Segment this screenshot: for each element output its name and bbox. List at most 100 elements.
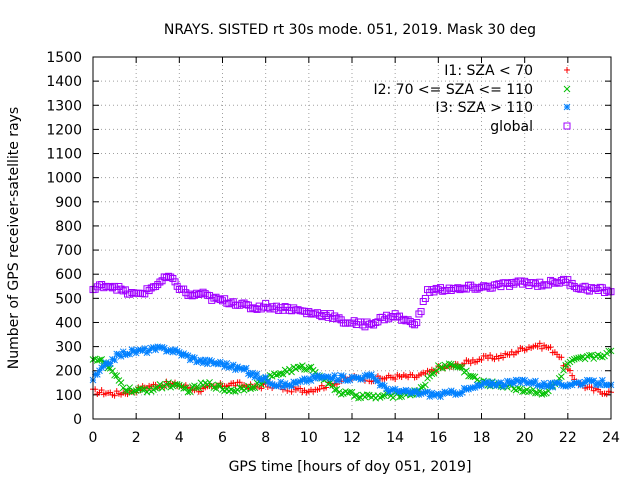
data-point (378, 392, 386, 400)
data-point (173, 381, 181, 388)
data-point (221, 295, 229, 303)
legend: I1: SZA < 70 I2: 70 <= SZA <= 110 I3: SZA … (373, 63, 571, 135)
data-point (193, 384, 200, 392)
series-4 (89, 272, 615, 331)
data-point (122, 387, 129, 394)
data-point (603, 286, 611, 294)
data-point (383, 311, 391, 319)
data-point (563, 85, 571, 93)
data-point (331, 386, 339, 394)
data-point (417, 308, 425, 316)
data-point (326, 310, 334, 318)
legend-label: I3: SZA > 110 (435, 100, 533, 116)
x-tick-label: 8 (261, 430, 270, 446)
data-point (558, 373, 565, 380)
data-point (229, 387, 237, 395)
data-point (273, 371, 280, 379)
data-point (284, 387, 291, 394)
x-tick-label: 6 (218, 430, 227, 446)
data-point (577, 354, 585, 361)
data-point (337, 390, 345, 398)
data-point (236, 301, 244, 309)
data-point (352, 391, 360, 399)
data-point (467, 281, 475, 289)
data-series (89, 272, 615, 402)
data-point (408, 320, 416, 328)
data-point (251, 384, 259, 392)
data-point (279, 370, 287, 378)
x-tick-label: 22 (559, 430, 577, 446)
data-point (525, 388, 533, 395)
data-point (415, 310, 423, 318)
data-point (117, 379, 125, 386)
data-point (525, 379, 533, 387)
y-tick-label: 0 (73, 412, 82, 428)
legend-marker (564, 67, 570, 73)
data-point (563, 122, 571, 130)
data-point (421, 294, 429, 302)
data-point (506, 282, 514, 290)
data-point (165, 379, 172, 386)
data-point (167, 273, 175, 281)
data-point (437, 364, 444, 372)
data-point (467, 360, 474, 367)
data-point (569, 372, 576, 379)
data-point (519, 388, 526, 396)
series-3 (89, 343, 615, 401)
data-point (316, 385, 323, 392)
data-point (242, 364, 250, 372)
data-point (372, 319, 380, 327)
y-tick-label: 1500 (46, 50, 82, 66)
data-point (463, 367, 470, 375)
data-point (560, 366, 567, 374)
data-point (404, 316, 412, 324)
data-point (515, 348, 522, 355)
x-tick-label: 0 (89, 430, 98, 446)
data-point (536, 340, 543, 347)
data-point (348, 388, 356, 396)
data-point (288, 368, 295, 376)
x-axis-label: GPS time [hours of doy 051, 2019] (229, 459, 472, 475)
data-point (195, 384, 203, 392)
data-point (563, 103, 571, 111)
data-point (156, 278, 164, 286)
data-point (180, 285, 188, 293)
y-tick-label: 600 (55, 267, 82, 283)
data-point (568, 356, 576, 364)
data-point (564, 67, 570, 73)
y-tick-label: 100 (55, 388, 82, 404)
data-point (443, 363, 451, 371)
legend-label: global (490, 119, 533, 135)
data-point (113, 372, 121, 380)
data-point (240, 299, 248, 307)
data-point (469, 373, 477, 380)
data-point (93, 357, 101, 364)
data-point (471, 285, 479, 293)
data-point (333, 315, 341, 323)
data-point (538, 345, 545, 352)
chart-title: NRAYS. SISTED rt 30s mode. 051, 2019. Ma… (164, 22, 536, 38)
data-point (500, 354, 507, 361)
data-point (96, 367, 103, 375)
legend-label: I1: SZA < 70 (444, 63, 533, 79)
data-point (182, 384, 190, 392)
data-point (439, 364, 447, 372)
x-axis-ticks: 0 2 4 6 8 10 12 14 16 18 20 22 24 (89, 57, 620, 446)
data-point (124, 387, 131, 395)
data-point (286, 365, 293, 373)
data-point (231, 301, 239, 309)
data-point (385, 315, 393, 323)
data-point (152, 283, 160, 291)
data-point (469, 283, 477, 291)
data-point (534, 343, 541, 350)
y-tick-label: 700 (55, 243, 82, 259)
y-tick-label: 1000 (46, 171, 82, 187)
data-point (417, 383, 425, 391)
data-point (305, 364, 313, 372)
data-point (212, 385, 220, 392)
data-point (117, 285, 125, 293)
x-tick-label: 16 (429, 430, 447, 446)
grid-lines (93, 57, 611, 419)
y-tick-label: 1400 (46, 74, 82, 90)
data-point (432, 367, 440, 375)
